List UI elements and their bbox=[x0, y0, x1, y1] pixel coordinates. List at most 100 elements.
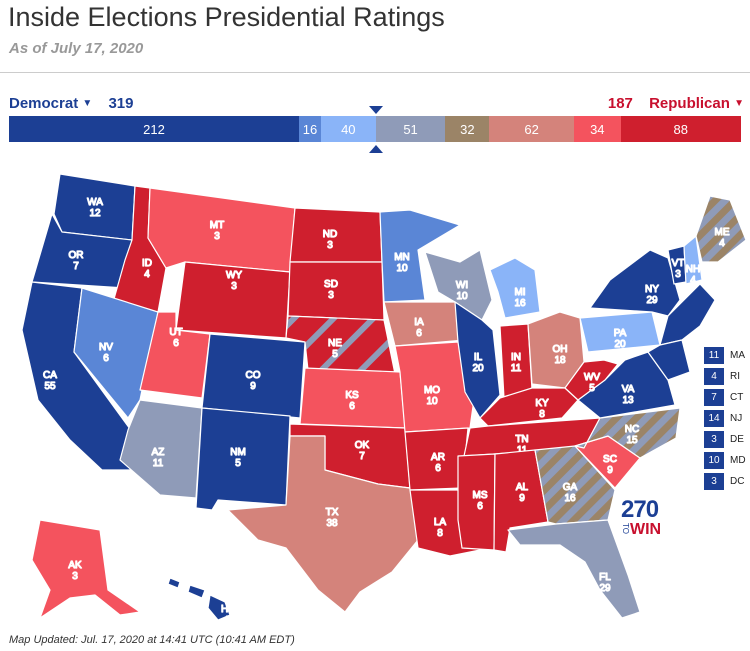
state-wv[interactable]: WV5 bbox=[564, 359, 619, 401]
caret-down-icon[interactable]: ▼ bbox=[82, 98, 93, 109]
rating-segment[interactable]: 62 bbox=[489, 116, 575, 142]
small-state-dc[interactable]: 3 DC bbox=[704, 473, 744, 490]
state-nv[interactable]: NV6 bbox=[73, 287, 159, 419]
state-mdj[interactable] bbox=[647, 339, 691, 381]
state-abbr: VT bbox=[672, 258, 685, 269]
rating-segment[interactable]: 34 bbox=[574, 116, 621, 142]
rating-segment[interactable]: 32 bbox=[445, 116, 490, 142]
state-ar[interactable]: AR6 bbox=[404, 427, 469, 491]
state-mt[interactable]: MT3 bbox=[147, 187, 296, 273]
state-ky[interactable]: KY8 bbox=[479, 387, 579, 427]
rating-segment[interactable]: 51 bbox=[375, 116, 446, 142]
republican-label: Republican bbox=[649, 95, 730, 112]
state-shape[interactable] bbox=[454, 301, 501, 419]
state-hi[interactable]: HI4 bbox=[167, 577, 232, 627]
republican-summary[interactable]: 187 Republican ▼ bbox=[596, 95, 744, 112]
state-me[interactable]: ME4 bbox=[695, 195, 747, 263]
state-abbr: WV bbox=[584, 372, 600, 383]
state-shape[interactable] bbox=[564, 359, 619, 401]
state-shape[interactable] bbox=[227, 435, 419, 613]
state-shape[interactable] bbox=[507, 519, 641, 619]
state-sd[interactable]: SD3 bbox=[287, 261, 385, 321]
rating-segment[interactable]: 88 bbox=[620, 116, 741, 142]
state-shape[interactable] bbox=[683, 235, 703, 285]
state-shape[interactable] bbox=[383, 301, 466, 347]
270towin-logo[interactable]: 270 TO WIN bbox=[621, 496, 681, 546]
state-ev: 6 bbox=[349, 401, 355, 412]
logo-to: TO bbox=[621, 523, 630, 534]
state-sc[interactable]: SC9 bbox=[574, 435, 641, 489]
state-nd[interactable]: ND3 bbox=[289, 207, 383, 263]
rating-segment[interactable]: 16 bbox=[299, 116, 321, 142]
state-ev: 16 bbox=[564, 493, 576, 504]
state-ms[interactable]: MS6 bbox=[457, 453, 496, 551]
small-state-abbr: NJ bbox=[730, 413, 743, 424]
state-shape[interactable] bbox=[379, 209, 461, 303]
state-nm[interactable]: NM5 bbox=[195, 407, 291, 511]
state-shape[interactable] bbox=[167, 577, 231, 621]
state-abbr: ND bbox=[323, 229, 337, 240]
state-shape[interactable] bbox=[195, 407, 291, 511]
state-ev: 11 bbox=[153, 458, 164, 469]
rating-segment[interactable]: 212 bbox=[9, 116, 300, 142]
state-shape[interactable] bbox=[574, 407, 681, 459]
state-abbr: ID bbox=[142, 258, 152, 269]
state-ks[interactable]: KS6 bbox=[299, 367, 406, 429]
state-ev: 7 bbox=[73, 261, 79, 272]
small-state-nj[interactable]: 14 NJ bbox=[704, 410, 742, 427]
state-ev: 10 bbox=[456, 291, 468, 302]
state-ev: 3 bbox=[214, 231, 220, 242]
state-wy[interactable]: WY3 bbox=[175, 261, 291, 339]
small-state-ma[interactable]: 11 MA bbox=[704, 347, 745, 364]
state-abbr: SC bbox=[603, 454, 617, 465]
small-state-ct[interactable]: 7 CT bbox=[704, 389, 743, 406]
small-state-ri[interactable]: 4 RI bbox=[704, 368, 740, 385]
small-state-md[interactable]: 10 MD bbox=[704, 452, 746, 469]
state-shape[interactable] bbox=[489, 257, 541, 319]
state-ev: 6 bbox=[103, 353, 109, 364]
state-ev: 6 bbox=[416, 328, 422, 339]
state-ev: 13 bbox=[622, 395, 634, 406]
state-ev: 3 bbox=[327, 240, 333, 251]
state-nh[interactable]: NH4 bbox=[683, 235, 703, 287]
state-ev: 9 bbox=[607, 465, 613, 476]
state-shape[interactable] bbox=[647, 339, 691, 381]
state-shape[interactable] bbox=[457, 453, 496, 551]
state-abbr: VA bbox=[622, 384, 635, 395]
rating-segment[interactable]: 40 bbox=[320, 116, 376, 142]
state-shape[interactable] bbox=[73, 287, 159, 419]
democrat-summary[interactable]: Democrat ▼ 319 bbox=[9, 95, 145, 112]
state-shape[interactable] bbox=[424, 249, 493, 321]
small-state-ev: 7 bbox=[704, 389, 724, 406]
state-shape[interactable] bbox=[31, 519, 141, 619]
state-abbr: AK bbox=[68, 560, 82, 571]
state-ia[interactable]: IA6 bbox=[383, 301, 466, 347]
state-abbr: KY bbox=[535, 398, 549, 409]
caret-down-icon[interactable]: ▼ bbox=[734, 98, 744, 109]
state-ev: 3 bbox=[72, 571, 78, 582]
state-shape[interactable] bbox=[695, 195, 747, 263]
state-ev: 4 bbox=[223, 615, 229, 626]
state-ak[interactable]: AK3 bbox=[31, 519, 141, 619]
state-ev: 11 bbox=[511, 363, 522, 374]
state-co[interactable]: CO9 bbox=[201, 333, 306, 419]
state-shape[interactable] bbox=[287, 261, 385, 321]
state-abbr: WI bbox=[456, 280, 468, 291]
state-shape[interactable] bbox=[589, 249, 681, 317]
small-state-de[interactable]: 3 DE bbox=[704, 431, 744, 448]
state-abbr: HI bbox=[221, 604, 231, 615]
